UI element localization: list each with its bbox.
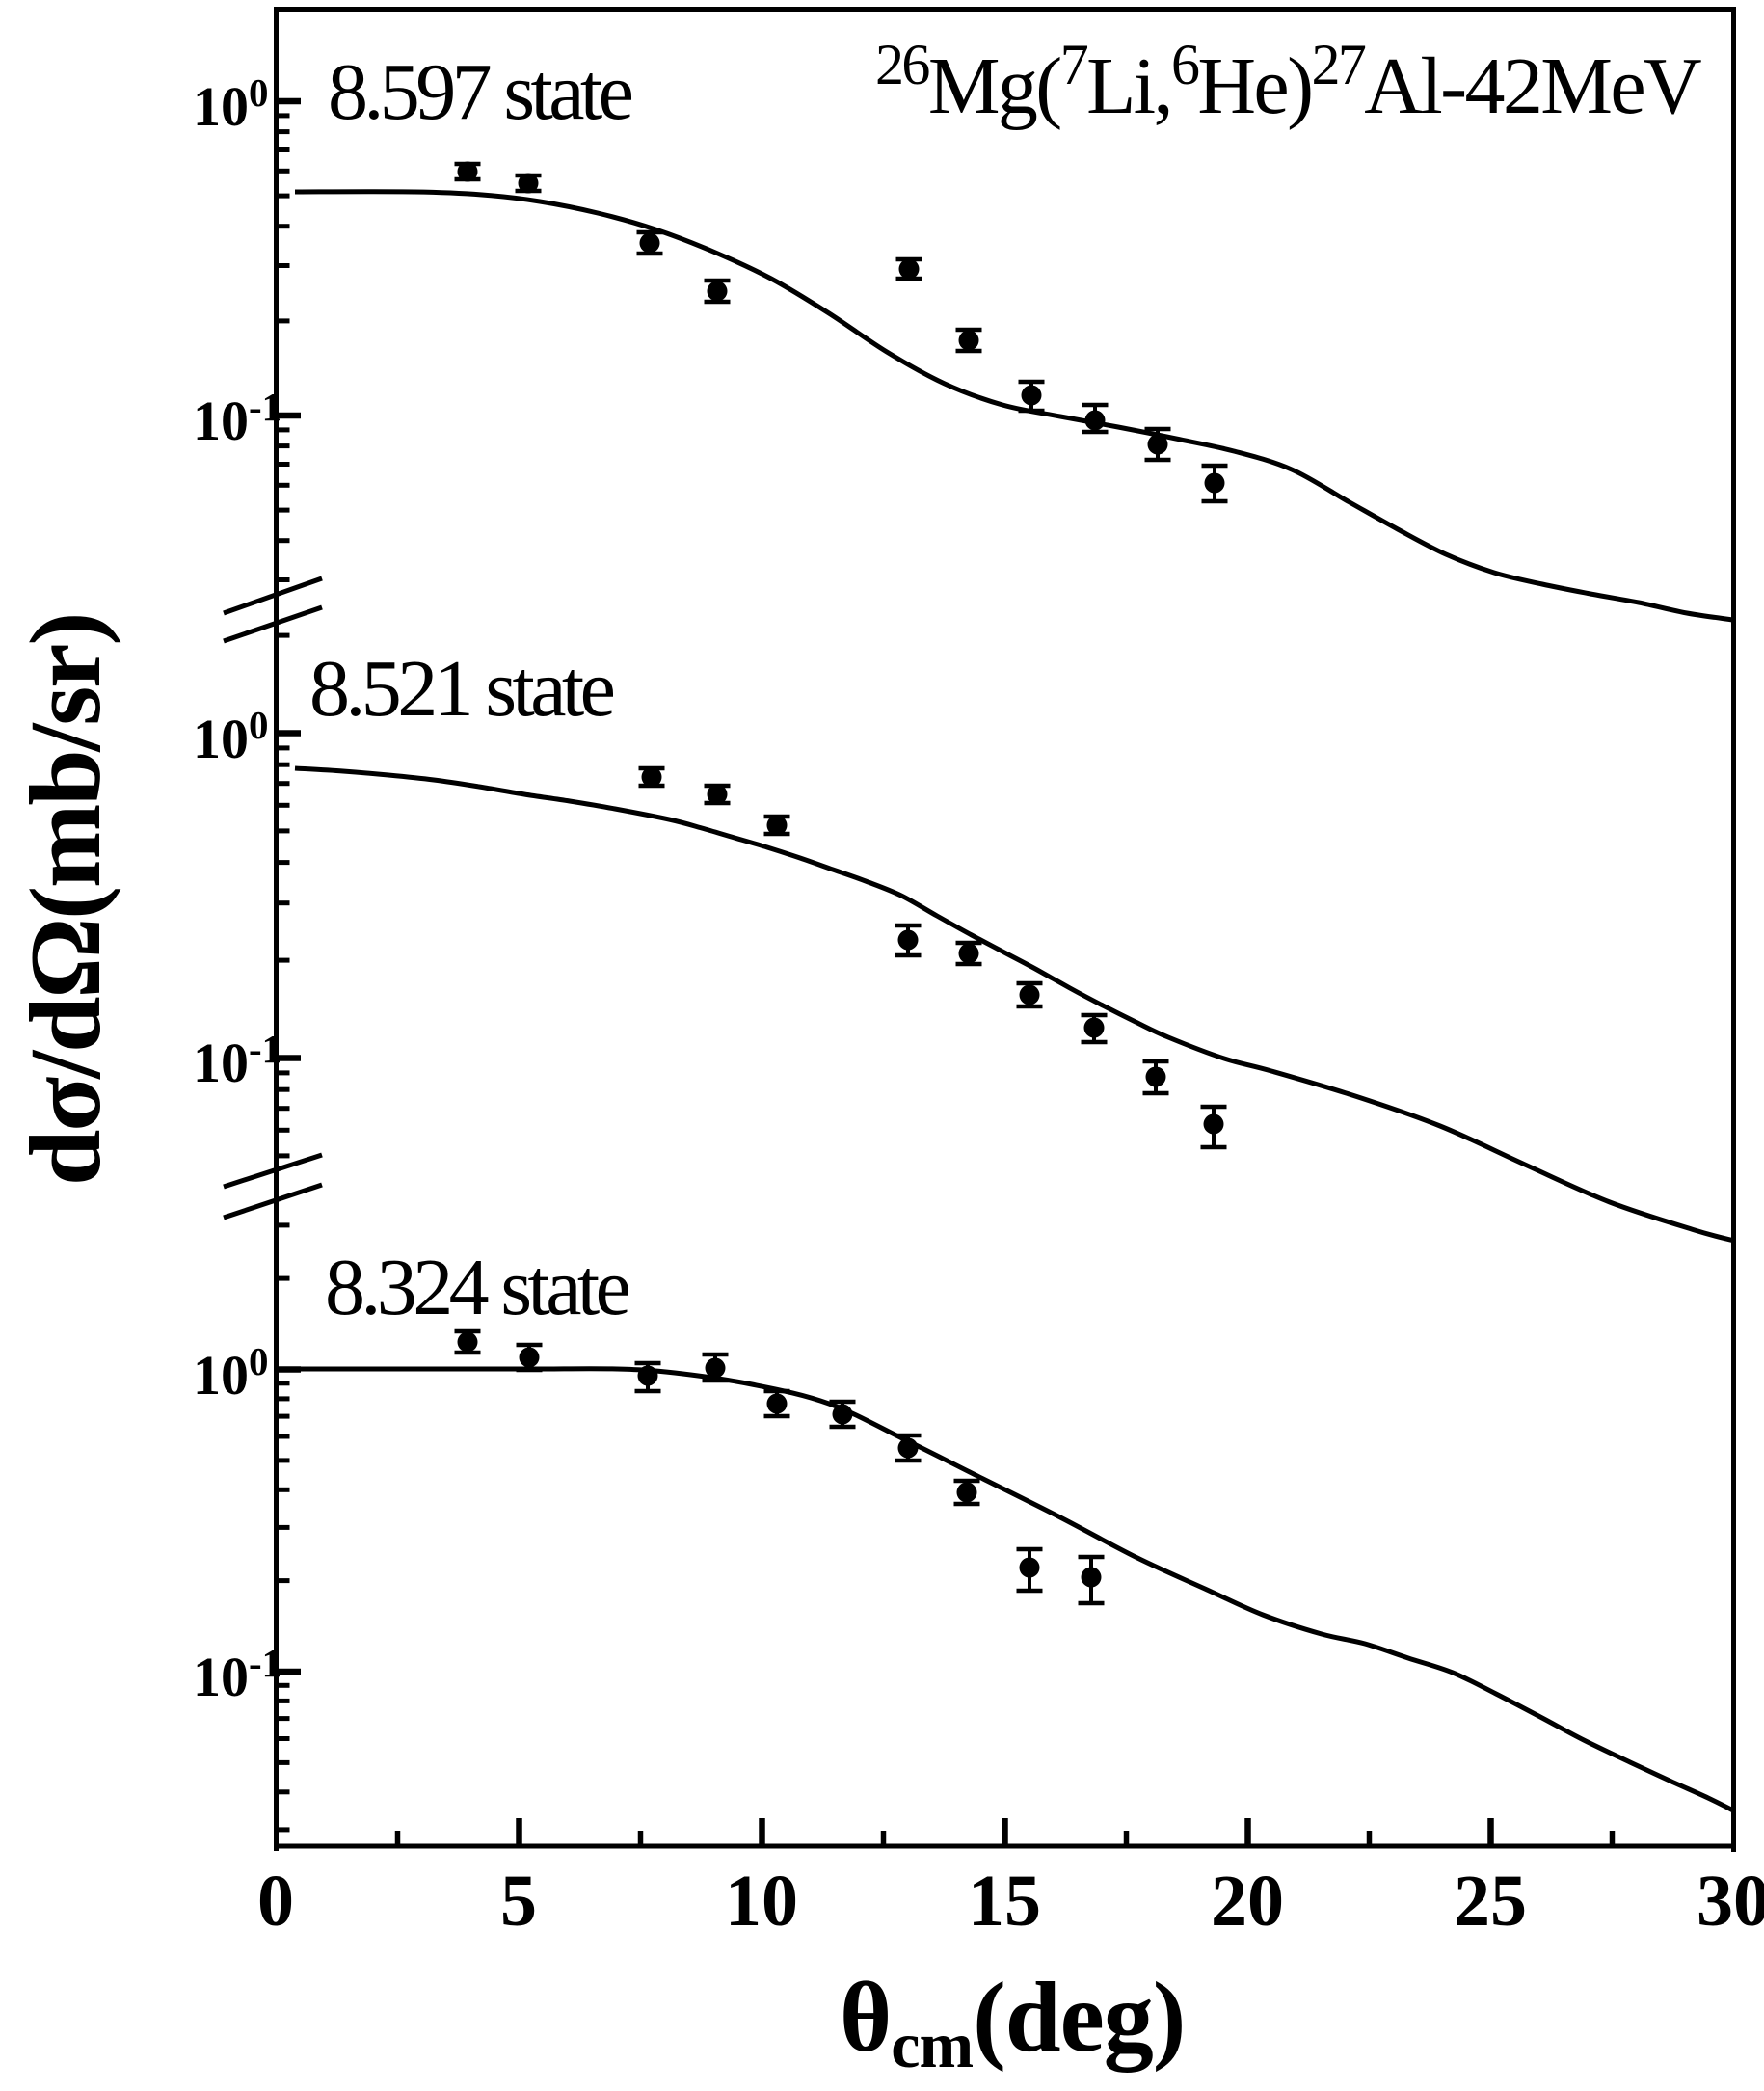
svg-text:5: 5 — [500, 1861, 537, 1942]
svg-text:20: 20 — [1211, 1861, 1284, 1942]
svg-text:30: 30 — [1697, 1861, 1764, 1942]
svg-text:100: 100 — [193, 1339, 269, 1407]
svg-text:θcm(deg): θcm(deg) — [840, 1962, 1185, 2081]
svg-text:8.597 state: 8.597 state — [328, 47, 632, 137]
svg-text:8.521 state: 8.521 state — [309, 644, 614, 734]
svg-text:15: 15 — [968, 1861, 1041, 1942]
svg-text:10: 10 — [725, 1861, 798, 1942]
svg-text:8.324 state: 8.324 state — [325, 1243, 629, 1332]
svg-text:10-1: 10-1 — [193, 1027, 281, 1094]
svg-text:dσ/dΩ(mb/sr): dσ/dΩ(mb/sr) — [9, 614, 121, 1186]
svg-text:25: 25 — [1454, 1861, 1527, 1942]
svg-text:26Mg(7Li,6He)27Al-42MeV: 26Mg(7Li,6He)27Al-42MeV — [875, 33, 1701, 131]
svg-text:0: 0 — [257, 1861, 294, 1942]
